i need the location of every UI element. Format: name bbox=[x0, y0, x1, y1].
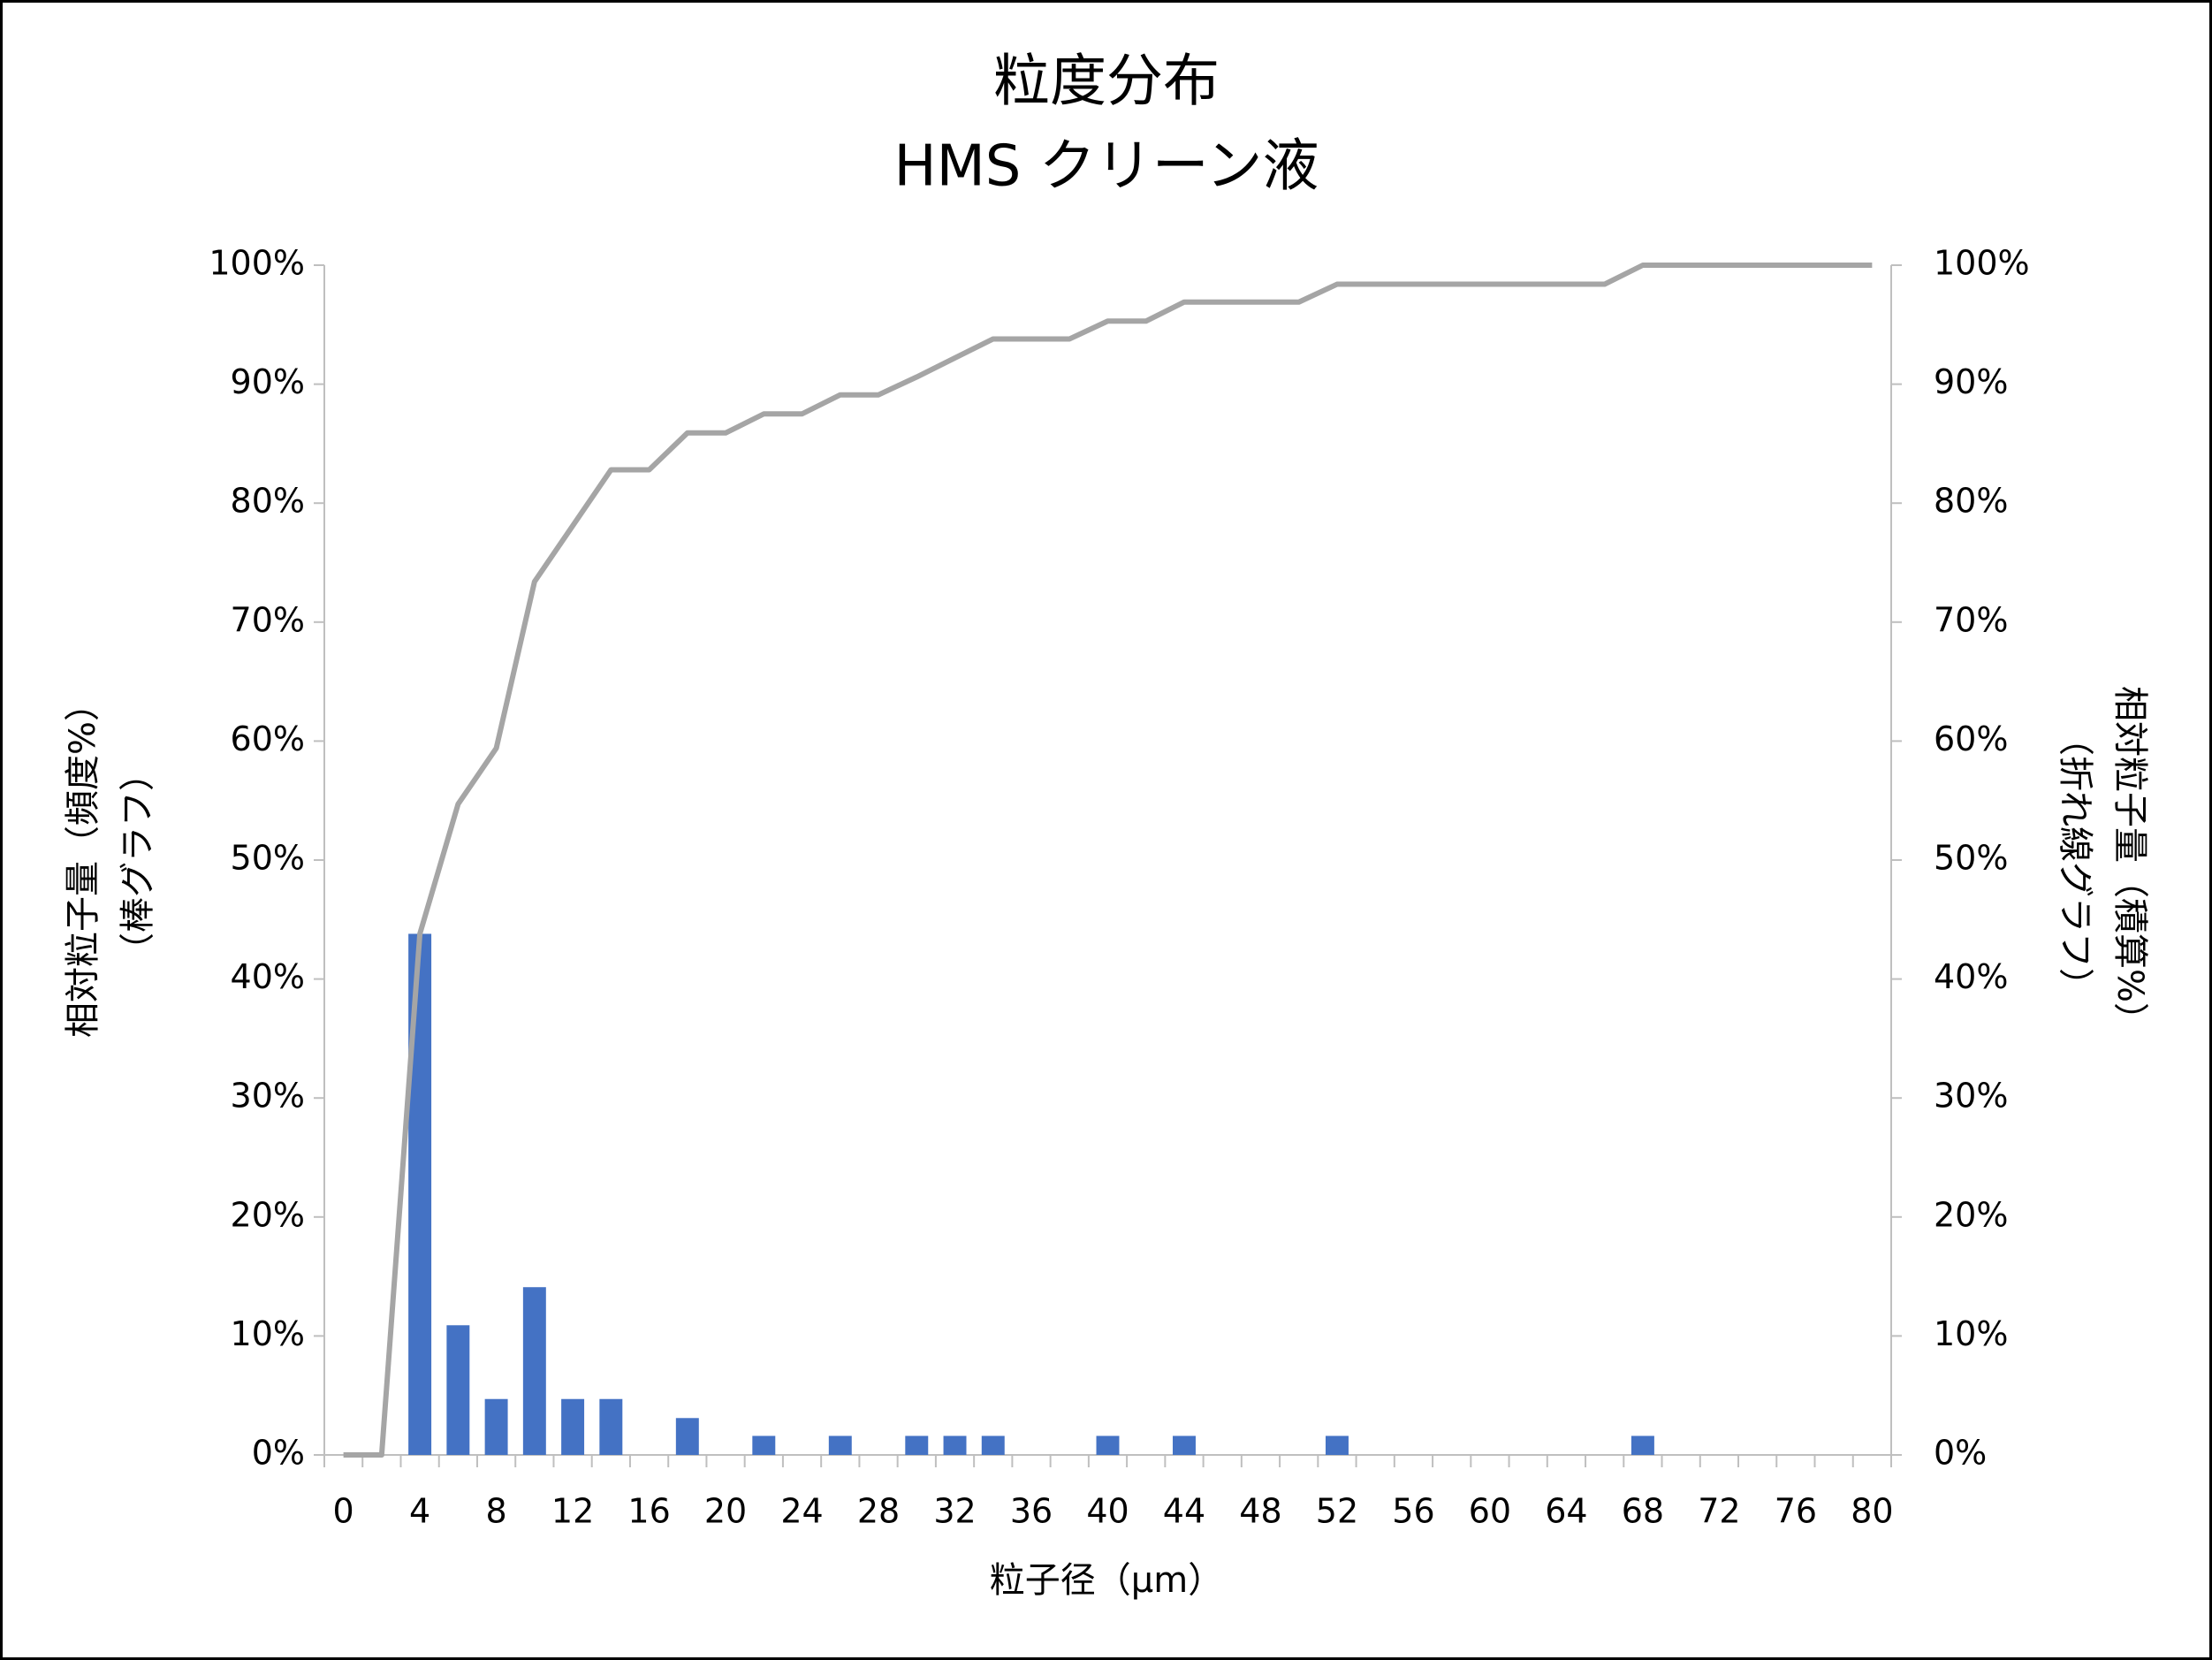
y2-tick-label: 80% bbox=[1934, 482, 2008, 521]
bar bbox=[905, 1435, 929, 1455]
y2-axis-title: 相対粒子量（積算%） bbox=[2109, 686, 2150, 1038]
x-tick-label: 36 bbox=[1010, 1492, 1053, 1531]
bar bbox=[981, 1435, 1005, 1455]
y2-axis-title: （折れ線グラフ） bbox=[2055, 720, 2095, 1003]
x-tick-label: 40 bbox=[1086, 1492, 1129, 1531]
x-tick-label: 0 bbox=[333, 1492, 354, 1531]
x-tick-label: 48 bbox=[1239, 1492, 1281, 1531]
bar bbox=[1325, 1435, 1349, 1455]
x-axis-title: 粒子径（μm） bbox=[990, 1560, 1223, 1601]
bar bbox=[1630, 1435, 1654, 1455]
y2-tick-label: 50% bbox=[1934, 839, 2008, 878]
y2-tick-label: 70% bbox=[1934, 600, 2008, 639]
cumulative-line bbox=[343, 263, 1873, 1458]
x-tick-label: 76 bbox=[1775, 1492, 1817, 1531]
y-axis-title: （棒グラフ） bbox=[118, 756, 158, 968]
x-tick-label: 8 bbox=[486, 1492, 507, 1531]
bar bbox=[943, 1435, 967, 1455]
bar bbox=[752, 1435, 776, 1455]
x-tick-label: 68 bbox=[1622, 1492, 1664, 1531]
chart-title: 粒度分布 bbox=[993, 49, 1220, 115]
x-tick-label: 12 bbox=[551, 1492, 594, 1531]
bar bbox=[828, 1435, 852, 1455]
bar bbox=[561, 1398, 585, 1455]
y2-tick-label: 0% bbox=[1934, 1434, 1987, 1473]
x-tick-label: 64 bbox=[1545, 1492, 1587, 1531]
y-tick-label: 20% bbox=[231, 1195, 305, 1234]
y2-tick-label: 10% bbox=[1934, 1314, 2008, 1353]
y-tick-label: 50% bbox=[231, 839, 305, 878]
bar bbox=[675, 1418, 699, 1455]
x-tick-label: 52 bbox=[1316, 1492, 1358, 1531]
y-tick-label: 80% bbox=[231, 482, 305, 521]
y2-tick-label: 100% bbox=[1934, 244, 2030, 283]
y2-tick-label: 20% bbox=[1934, 1195, 2008, 1234]
x-tick-label: 44 bbox=[1163, 1492, 1205, 1531]
x-tick-label: 16 bbox=[627, 1492, 670, 1531]
y-tick-label: 70% bbox=[231, 600, 305, 639]
bar bbox=[522, 1287, 546, 1455]
bar bbox=[599, 1398, 623, 1455]
y-tick-label: 10% bbox=[231, 1314, 305, 1353]
y2-tick-label: 40% bbox=[1934, 957, 2008, 996]
y-tick-label: 60% bbox=[231, 720, 305, 758]
x-tick-label: 60 bbox=[1469, 1492, 1511, 1531]
x-tick-label: 32 bbox=[933, 1492, 976, 1531]
bar bbox=[446, 1325, 470, 1455]
x-tick-label: 56 bbox=[1392, 1492, 1434, 1531]
x-tick-label: 24 bbox=[780, 1492, 823, 1531]
y2-tick-label: 90% bbox=[1934, 362, 2008, 401]
y-tick-label: 0% bbox=[252, 1434, 305, 1473]
y-tick-label: 90% bbox=[231, 362, 305, 401]
bar bbox=[1096, 1435, 1120, 1455]
bar bbox=[484, 1398, 508, 1455]
y-axis-title: 相対粒子量（頻度%） bbox=[63, 686, 103, 1038]
bar bbox=[1173, 1435, 1196, 1455]
y-tick-label: 100% bbox=[209, 244, 305, 283]
x-tick-label: 72 bbox=[1698, 1492, 1740, 1531]
y2-tick-label: 30% bbox=[1934, 1077, 2008, 1116]
y2-tick-label: 60% bbox=[1934, 720, 2008, 758]
y-tick-label: 40% bbox=[231, 957, 305, 996]
x-tick-label: 28 bbox=[857, 1492, 900, 1531]
x-tick-label: 20 bbox=[704, 1492, 747, 1531]
x-tick-label: 4 bbox=[409, 1492, 430, 1531]
x-tick-label: 80 bbox=[1851, 1492, 1893, 1531]
y-tick-label: 30% bbox=[231, 1077, 305, 1116]
chart-subtitle: HMS クリーン液 bbox=[893, 134, 1319, 200]
